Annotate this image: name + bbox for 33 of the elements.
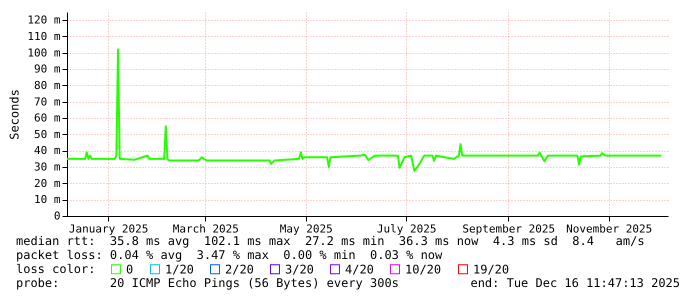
x-tick-label: November 2025 — [566, 222, 652, 236]
text: probe: 20 ICMP Echo Pings (56 Bytes) every 300s — [16, 276, 399, 290]
line-series — [67, 48, 662, 172]
y-axis-title: Seconds — [7, 89, 22, 140]
x-tick-label: May 2025 — [280, 222, 333, 236]
legend-title: loss color: — [16, 262, 96, 276]
legend-label: 1/20 — [165, 262, 194, 276]
y-tick-label: 90 m — [34, 62, 61, 76]
text: packet loss: 0.04 % avg 3.47 % max 0.00 % min 0.03 % now — [16, 248, 442, 262]
legend-label: 10/20 — [405, 262, 442, 276]
y-tick-label: 0 — [54, 210, 60, 222]
legend-label: 2/20 — [225, 262, 254, 276]
legend-label: 3/20 — [285, 262, 314, 276]
x-tick-label: September 2025 — [462, 222, 556, 236]
y-tick-label: 50 m — [34, 128, 61, 141]
x-tick-label: January 2025 — [68, 222, 148, 236]
x-tick-label: July 2025 — [376, 222, 436, 236]
legend-label: 0 — [126, 262, 134, 276]
legend-label: 19/20 — [473, 262, 510, 276]
y-tick-label: 80 m — [34, 78, 61, 92]
text: median rtt: 35.8 ms avg 102.1 ms max 27.2 ms min 36.3 ms now 4.3 ms sd 8.4 am/s — [16, 234, 645, 248]
y-tick-label: 70 m — [34, 95, 61, 108]
legend-label: 4/20 — [345, 262, 374, 276]
y-tick-label: 40 m — [34, 144, 61, 158]
y-tick-label: 20 m — [34, 176, 61, 190]
x-tick-label: March 2025 — [172, 222, 239, 236]
y-tick-label: 30 m — [34, 160, 61, 174]
text: end: Tue Dec 16 11:47:13 2025 — [470, 276, 680, 290]
y-tick-label: 60 m — [34, 112, 61, 125]
y-tick-label: 100 m — [27, 46, 61, 60]
y-tick-label: 120 m — [27, 14, 61, 27]
y-tick-label: 110 m — [27, 30, 61, 43]
y-tick-label: 10 m — [34, 193, 61, 206]
